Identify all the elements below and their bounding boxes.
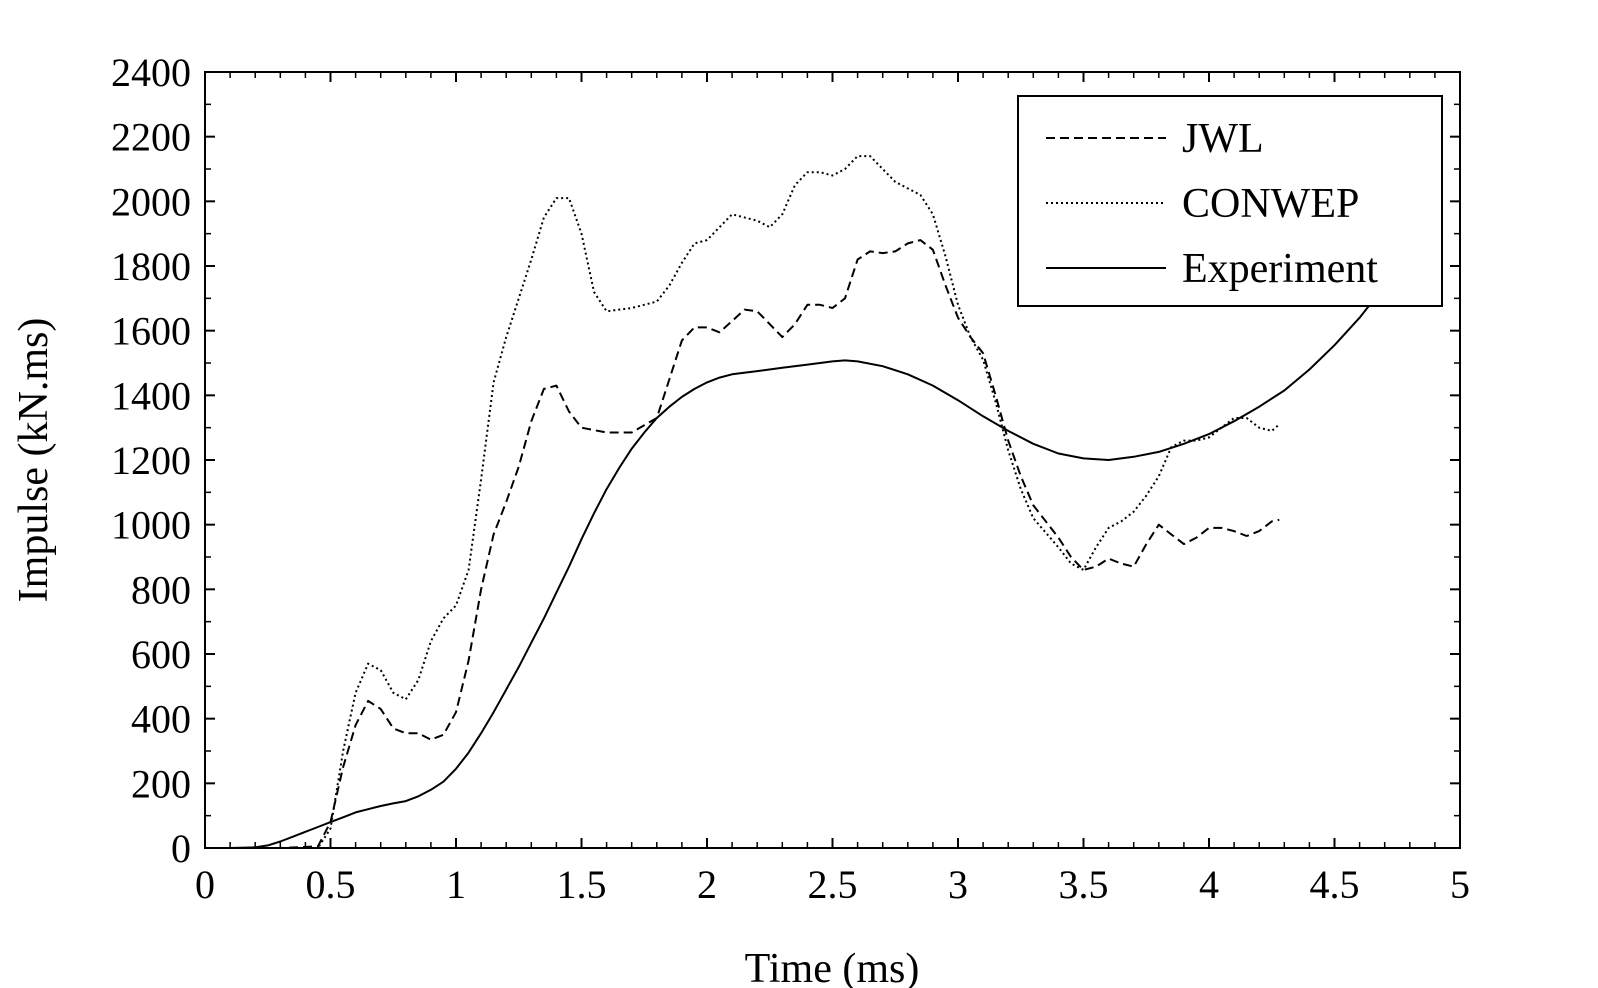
- x-tick-label: 4: [1199, 862, 1219, 907]
- y-tick-label: 1400: [111, 373, 191, 418]
- series-layer: [205, 155, 1391, 848]
- x-tick-label: 2.5: [808, 862, 858, 907]
- legend-box: [1017, 95, 1443, 307]
- series-line-jwl: [205, 239, 1280, 848]
- y-tick-label: 600: [131, 632, 191, 677]
- x-tick-label: 5: [1450, 862, 1470, 907]
- x-tick-label: 2: [697, 862, 717, 907]
- x-tick-label: 1.5: [557, 862, 607, 907]
- y-tick-labels: 0 200 400 600 800 1000 1200 1400 1600 1800 2000 220…: [111, 50, 191, 871]
- y-axis-label: Impulse (kN.ms): [11, 318, 57, 603]
- y-tick-label: 1800: [111, 244, 191, 289]
- y-tick-label: 800: [131, 567, 191, 612]
- tick-layer: [204, 71, 1461, 849]
- legend-label-experiment: Experiment: [1182, 246, 1378, 292]
- y-tick-label: 200: [131, 761, 191, 806]
- y-tick-label: 2200: [111, 115, 191, 160]
- y-tick-label: 2000: [111, 179, 191, 224]
- y-tick-label: 1000: [111, 503, 191, 548]
- series-line-experiment: [205, 278, 1391, 848]
- x-tick-label: 0.5: [306, 862, 356, 907]
- x-tick-label: 3.5: [1059, 862, 1109, 907]
- y-tick-label: 1600: [111, 309, 191, 354]
- x-tick-label: 3: [948, 862, 968, 907]
- x-tick-label: 0: [195, 862, 215, 907]
- legend-label-conwep: CONWEP: [1182, 181, 1359, 227]
- y-tick-label: 2400: [111, 50, 191, 95]
- series-line-conwep: [205, 155, 1280, 848]
- y-tick-label: 400: [131, 697, 191, 742]
- x-tick-label: 1: [446, 862, 466, 907]
- x-axis-label: Time (ms): [745, 946, 920, 988]
- x-tick-labels: 0 0.5 1 1.5 2 2.5 3 3.5 4 4.5 5: [195, 862, 1470, 907]
- legend: JWL CONWEP Experiment: [1017, 95, 1443, 307]
- y-tick-label: 0: [171, 826, 191, 871]
- legend-label-jwl: JWL: [1182, 116, 1264, 162]
- y-tick-label: 1200: [111, 438, 191, 483]
- x-tick-label: 4.5: [1310, 862, 1360, 907]
